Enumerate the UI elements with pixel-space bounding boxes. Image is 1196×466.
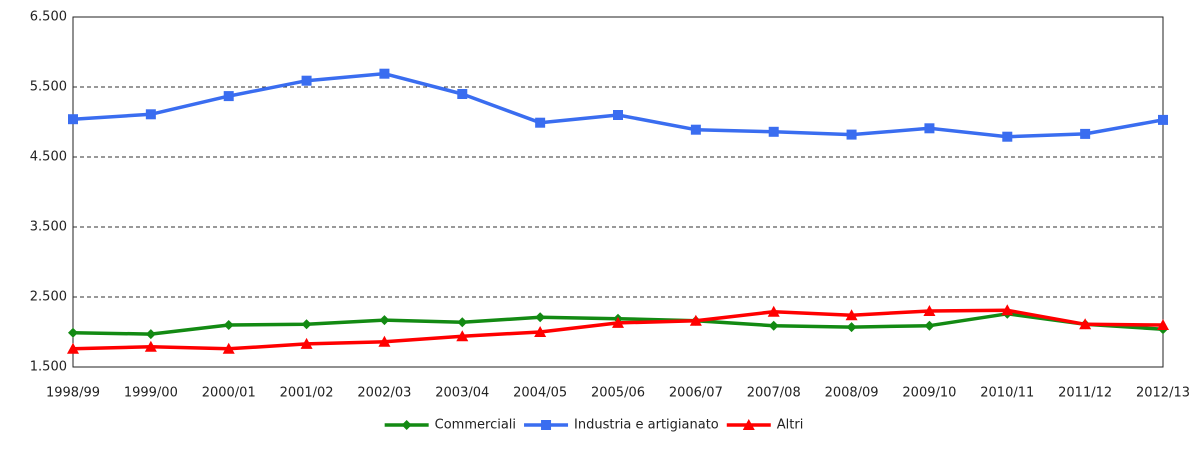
data-point (145, 109, 156, 120)
data-point (145, 329, 156, 340)
data-point (768, 320, 779, 331)
data-point (1079, 318, 1092, 330)
data-point (68, 327, 78, 338)
y-tick-label: 6.500 (30, 10, 67, 25)
data-point (144, 340, 157, 352)
data-point (924, 320, 935, 331)
x-tick-label: 2012/13 (1136, 386, 1190, 401)
data-point (535, 312, 546, 323)
data-point (457, 89, 468, 99)
data-point (223, 91, 234, 102)
data-point (301, 75, 312, 86)
data-point (768, 126, 779, 137)
x-tick-label: 2001/02 (280, 386, 334, 401)
data-point (378, 335, 391, 347)
x-tick-label: 2003/04 (435, 386, 489, 401)
data-point (1001, 304, 1014, 316)
data-point (689, 314, 702, 326)
x-tick-label: 2009/10 (902, 386, 956, 401)
x-tick-label: 2004/05 (513, 386, 567, 401)
data-point (845, 309, 858, 321)
y-tick-label: 3.500 (30, 220, 67, 235)
data-point (457, 317, 468, 328)
x-tick-label: 2011/12 (1058, 386, 1112, 401)
x-tick-label: 2010/11 (980, 386, 1034, 401)
y-tick-label: 4.500 (30, 150, 67, 165)
data-point (68, 114, 78, 125)
data-point (1157, 319, 1169, 330)
x-tick-label: 2000/01 (202, 386, 256, 401)
x-tick-label: 2002/03 (357, 386, 411, 401)
x-tick-label: 1998/99 (46, 386, 100, 401)
y-tick-label: 1.500 (30, 360, 67, 375)
x-tick-label: 2007/08 (747, 386, 801, 401)
legend-label: Industria e artigianato (574, 418, 719, 433)
data-point (1080, 128, 1091, 139)
x-tick-label: 2008/09 (825, 386, 879, 401)
data-point (535, 117, 546, 128)
data-point (767, 305, 780, 317)
data-point (923, 305, 936, 316)
plot-border (72, 16, 1164, 368)
data-point (301, 319, 312, 330)
data-point (534, 326, 547, 337)
x-tick-label: 2005/06 (591, 386, 645, 401)
y-tick-label: 2.500 (30, 290, 67, 305)
data-point (1158, 114, 1168, 125)
data-point (223, 320, 234, 330)
data-point (456, 330, 469, 342)
series-line (72, 71, 1164, 139)
data-point (846, 129, 857, 140)
data-point (846, 322, 857, 333)
data-point (924, 123, 935, 134)
x-tick-label: 1999/00 (124, 386, 178, 401)
data-point (379, 68, 390, 79)
data-point (67, 342, 79, 354)
data-point (612, 316, 624, 328)
data-point (300, 337, 313, 349)
legend-label: Altri (777, 418, 804, 433)
x-tick-label: 2006/07 (669, 386, 723, 401)
data-point (379, 315, 390, 326)
y-tick-label: 5.500 (30, 80, 67, 95)
data-point (222, 342, 235, 354)
data-point (613, 110, 623, 120)
legend-label: Commerciali (435, 418, 516, 433)
legend-marker (541, 420, 552, 430)
data-point (1002, 131, 1013, 142)
legend-marker (742, 419, 755, 430)
data-point (690, 124, 701, 135)
legend-marker (401, 420, 412, 430)
